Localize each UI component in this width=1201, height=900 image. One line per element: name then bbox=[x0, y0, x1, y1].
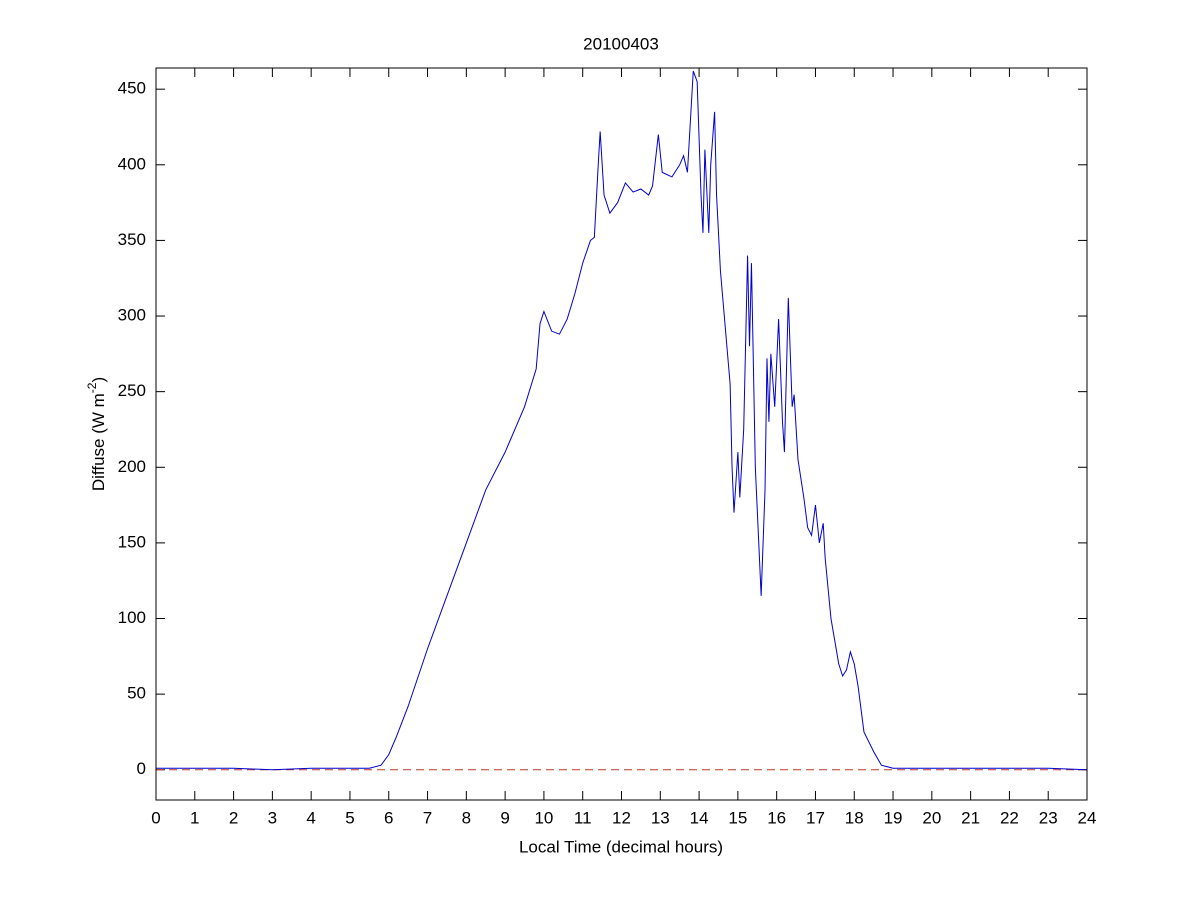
y-label-sup: -2 bbox=[85, 382, 99, 393]
x-tick-label: 5 bbox=[345, 808, 354, 827]
plot-frame bbox=[155, 67, 1088, 801]
x-tick-label: 19 bbox=[884, 808, 903, 827]
x-tick-label: 9 bbox=[500, 808, 509, 827]
x-tick-label: 1 bbox=[190, 808, 199, 827]
chart-title: 20100403 bbox=[583, 34, 659, 53]
x-tick-label: 0 bbox=[151, 808, 160, 827]
x-tick-label: 2 bbox=[229, 808, 238, 827]
x-tick-label: 16 bbox=[767, 808, 786, 827]
y-tick-label: 250 bbox=[118, 381, 146, 400]
x-tick-label: 13 bbox=[651, 808, 670, 827]
x-tick-label: 7 bbox=[423, 808, 432, 827]
x-tick-label: 4 bbox=[306, 808, 315, 827]
x-tick-label: 22 bbox=[1000, 808, 1019, 827]
y-label-part: ) bbox=[89, 377, 108, 383]
x-tick-label: 12 bbox=[612, 808, 631, 827]
x-tick-label: 23 bbox=[1039, 808, 1058, 827]
y-label-part: Diffuse (W m bbox=[89, 393, 108, 491]
x-tick-label: 18 bbox=[845, 808, 864, 827]
x-tick-label: 21 bbox=[961, 808, 980, 827]
y-tick-label: 200 bbox=[118, 457, 146, 476]
x-tick-label: 14 bbox=[690, 808, 709, 827]
x-tick-label: 24 bbox=[1078, 808, 1097, 827]
y-tick-label: 400 bbox=[118, 154, 146, 173]
y-tick-label: 300 bbox=[118, 306, 146, 325]
x-tick-label: 8 bbox=[462, 808, 471, 827]
y-tick-label: 50 bbox=[127, 684, 146, 703]
x-tick-label: 3 bbox=[268, 808, 277, 827]
x-tick-label: 11 bbox=[574, 808, 592, 827]
y-tick-label: 350 bbox=[118, 230, 146, 249]
y-tick-label: 100 bbox=[118, 608, 146, 627]
y-tick-label: 0 bbox=[137, 759, 146, 778]
x-tick-label: 6 bbox=[384, 808, 393, 827]
y-tick-label: 450 bbox=[118, 79, 146, 98]
y-axis-label: Diffuse (W m-2) bbox=[85, 377, 108, 491]
x-axis-label: Local Time (decimal hours) bbox=[519, 837, 723, 856]
data-line bbox=[156, 70, 1088, 771]
x-tick-label: 15 bbox=[728, 808, 747, 827]
y-tick-label: 150 bbox=[118, 532, 146, 551]
x-tick-label: 10 bbox=[534, 808, 553, 827]
x-tick-label: 17 bbox=[806, 808, 825, 827]
x-tick-label: 20 bbox=[922, 808, 941, 827]
